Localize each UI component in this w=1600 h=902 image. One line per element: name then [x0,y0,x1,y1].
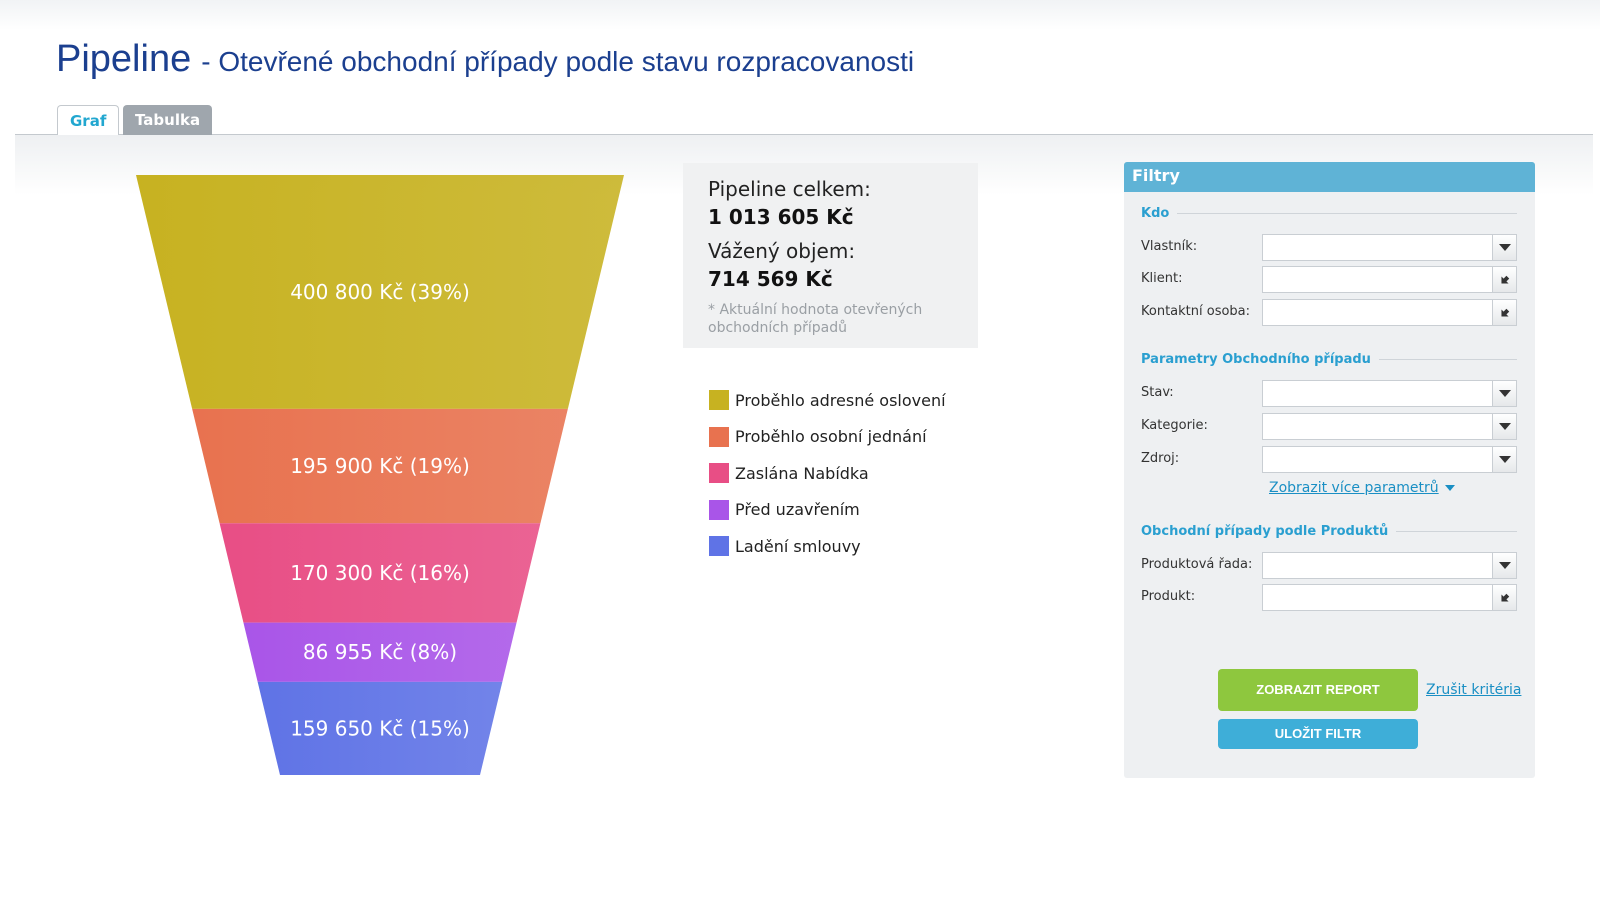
owner-label: Vlastník: [1141,239,1198,254]
legend-swatch [709,536,729,556]
divider [1396,531,1517,532]
top-band [0,0,1600,30]
product-line-select[interactable] [1262,552,1517,579]
filter-row-category: Kategorie: [1141,413,1517,440]
owner-dropdown-button[interactable] [1492,235,1516,260]
product-field[interactable] [1262,584,1517,611]
divider [1378,359,1517,360]
legend-label: Před uzavřením [735,500,860,519]
client-label: Klient: [1141,271,1183,286]
filter-row-client: Klient: [1141,266,1517,293]
funnel-segment-label: 159 650 Kč (15%) [290,716,470,740]
funnel-segment-label: 170 300 Kč (16%) [290,561,470,585]
legend-item: Proběhlo osobní jednání [709,426,946,447]
legend-swatch [709,426,729,447]
category-dropdown-button[interactable] [1492,414,1516,439]
chevron-down-icon [1498,456,1511,463]
filter-row-owner: Vlastník: [1141,234,1517,261]
chevron-down-icon [1498,244,1511,251]
category-select[interactable] [1262,413,1517,440]
legend-item: Zaslána Nabídka [709,463,946,483]
status-label: Stav: [1141,385,1174,400]
more-params-label: Zobrazit více parametrů [1269,480,1439,496]
funnel-segment[interactable] [257,681,503,775]
weighted-volume-value: 714 569 Kč [708,267,833,291]
legend-label: Proběhlo adresné oslovení [735,390,946,410]
tab-bar: Graf Tabulka [15,105,1593,136]
summary-note: * Aktuální hodnota otevřených obchodních… [708,302,923,336]
pipeline-total-label: Pipeline celkem: [708,177,871,201]
legend-label: Proběhlo osobní jednání [735,427,927,446]
funnel-chart: 400 800 Kč (39%) 195 900 Kč (19%) 170 300 … [136,175,624,775]
filter-row-product: Produkt: [1141,584,1517,611]
filters-panel: Filtry Kdo Vlastník: Klient: Kontaktní o… [1124,162,1535,778]
funnel-segment[interactable] [243,622,517,682]
legend-swatch [709,390,729,410]
chevron-down-icon [1498,390,1511,397]
client-field[interactable] [1262,266,1517,293]
picker-icon [1500,308,1509,317]
picker-icon [1500,593,1509,602]
funnel-segment[interactable] [219,523,541,623]
picker-icon [1500,275,1509,284]
section-products-title: Obchodní případy podle Produktů [1141,524,1389,539]
product-picker-button[interactable] [1492,585,1516,610]
section-products: Obchodní případy podle Produktů [1141,524,1517,539]
source-select[interactable] [1262,446,1517,473]
section-who-title: Kdo [1141,206,1170,221]
product-line-dropdown-button[interactable] [1492,553,1516,578]
section-params: Parametry Obchodního případu [1141,352,1517,367]
section-params-title: Parametry Obchodního případu [1141,352,1371,367]
legend-label: Zaslána Nabídka [735,463,869,483]
source-dropdown-button[interactable] [1492,447,1516,472]
chevron-down-icon [1498,423,1511,430]
product-line-label: Produktová řada: [1141,557,1253,572]
cancel-criteria-link[interactable]: Zrušit kritéria [1426,682,1522,698]
tab-tabulka[interactable]: Tabulka [123,105,213,135]
legend-swatch [709,463,729,483]
client-picker-button[interactable] [1492,267,1516,292]
contact-picker-button[interactable] [1492,300,1516,325]
show-report-button[interactable]: ZOBRAZIT REPORT [1218,669,1418,711]
section-who: Kdo [1141,206,1517,221]
pipeline-summary: Pipeline celkem: 1 013 605 Kč Vážený obj… [683,163,978,348]
page-subtitle: - Otevřené obchodní případy podle stavu … [201,46,915,77]
legend-label: Ladění smlouvy [735,536,861,556]
funnel-segment-label: 86 955 Kč (8%) [303,640,457,664]
divider [1177,213,1517,214]
chevron-down-icon [1444,485,1455,491]
funnel-segment[interactable] [136,175,624,409]
filter-row-contact: Kontaktní osoba: [1141,299,1517,326]
status-select[interactable] [1262,380,1517,407]
filters-header: Filtry [1124,162,1535,192]
save-filter-button[interactable]: ULOŽIT FILTR [1218,719,1418,749]
legend-item: Ladění smlouvy [709,536,946,556]
filter-row-status: Stav: [1141,380,1517,407]
funnel-segment-label: 400 800 Kč (39%) [290,280,470,304]
status-dropdown-button[interactable] [1492,381,1516,406]
funnel-segment[interactable] [192,408,568,524]
page-title: Pipeline - Otevřené obchodní případy podl… [56,38,914,81]
source-label: Zdroj: [1141,451,1180,466]
filter-row-source: Zdroj: [1141,446,1517,473]
chart-legend: Proběhlo adresné oslovení Proběhlo osobn… [709,390,946,573]
contact-field[interactable] [1262,299,1517,326]
legend-item: Před uzavřením [709,499,946,520]
filter-row-product-line: Produktová řada: [1141,552,1517,579]
page-title-main: Pipeline [56,38,192,80]
tab-graf[interactable]: Graf [57,105,120,136]
chevron-down-icon [1498,562,1511,569]
category-label: Kategorie: [1141,418,1208,433]
pipeline-total-value: 1 013 605 Kč [708,205,854,229]
funnel-segment-label: 195 900 Kč (19%) [290,454,470,478]
legend-item: Proběhlo adresné oslovení [709,390,946,410]
owner-select[interactable] [1262,234,1517,261]
weighted-volume-label: Vážený objem: [708,239,856,263]
legend-swatch [709,499,729,520]
product-label: Produkt: [1141,589,1196,604]
contact-label: Kontaktní osoba: [1141,304,1251,319]
more-params-link[interactable]: Zobrazit více parametrů [1269,480,1455,496]
